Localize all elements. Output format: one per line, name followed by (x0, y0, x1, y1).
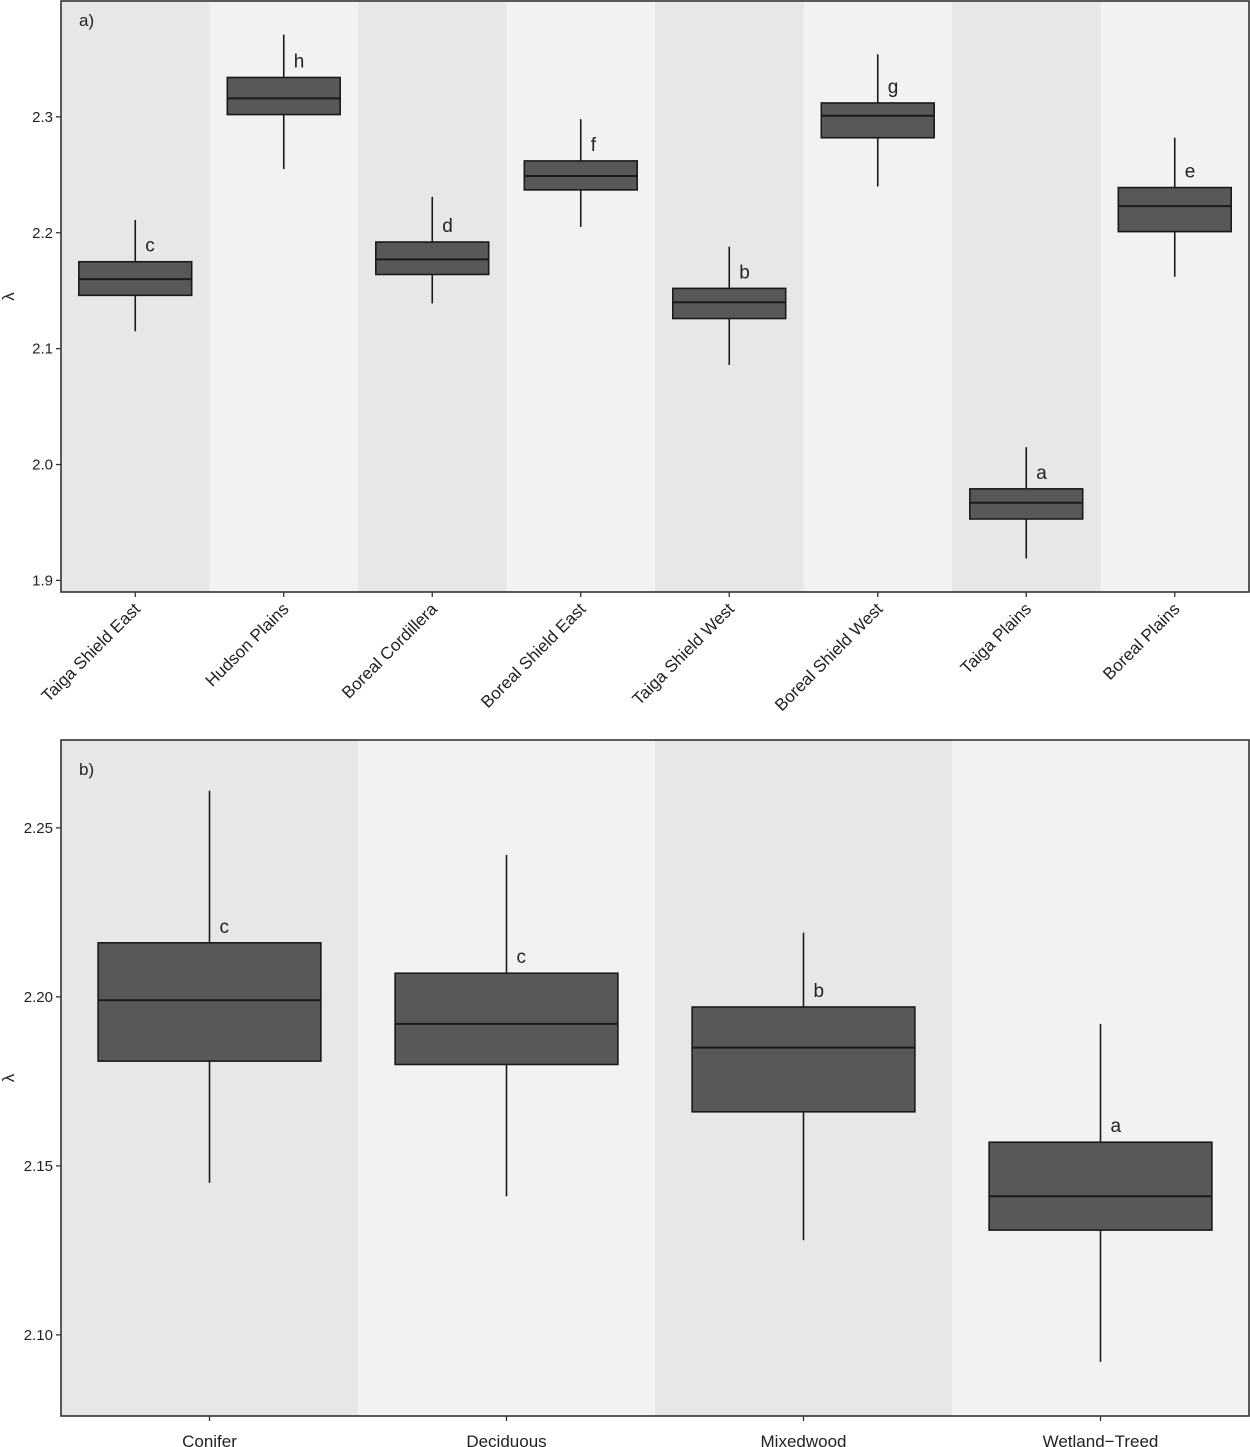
y-tick-label: 2.20 (24, 989, 53, 1006)
box-4: f (523, 119, 638, 227)
box-6: g (820, 54, 935, 187)
box-3: b (691, 932, 916, 1241)
box-body (226, 76, 341, 116)
box-2: c (394, 854, 619, 1197)
y-tick-label: 1.9 (32, 572, 53, 589)
band-4 (506, 1, 655, 592)
box-5: b (672, 246, 787, 365)
box-7: a (969, 447, 1084, 559)
group-letter: g (888, 77, 899, 98)
group-letter: f (591, 135, 597, 156)
box-1: c (78, 220, 193, 332)
y-tick-label: 2.0 (32, 457, 53, 474)
group-letter: c (145, 236, 155, 257)
box-body (691, 1006, 916, 1113)
x-category-label: Boreal Plains (1099, 599, 1183, 683)
group-letter: b (814, 981, 825, 1002)
group-letter: c (220, 917, 230, 938)
group-letter: a (1111, 1116, 1122, 1137)
box-body (394, 972, 619, 1066)
box-body (375, 241, 490, 276)
x-category-label: Hudson Plains (202, 599, 293, 690)
group-letter: a (1036, 463, 1047, 484)
group-letter: h (294, 51, 305, 72)
panel-b: b) 2.10 2.15 2.20 2.25 λ c c b a Conifer Deciduous M… (0, 739, 1250, 1447)
box-2: h (226, 34, 341, 170)
box-1: c (97, 790, 322, 1183)
y-tick-label: 2.10 (24, 1327, 53, 1344)
band-8 (1100, 1, 1249, 592)
box-3: d (375, 196, 490, 304)
box-8: e (1117, 137, 1232, 277)
box-body (1117, 186, 1232, 233)
box-4: a (988, 1023, 1213, 1362)
y-tick-label: 2.15 (24, 1158, 53, 1175)
y-tick-label: 2.3 (32, 109, 53, 126)
panel-label: b) (79, 760, 94, 779)
box-body (672, 287, 787, 320)
x-category-label: Deciduous (466, 1432, 546, 1447)
x-category-label: Taiga Shield West (629, 599, 739, 709)
panel-frame (60, 0, 1250, 593)
box-body (820, 102, 935, 139)
x-category-label: Boreal Shield West (771, 599, 887, 715)
panel-frame (60, 739, 1250, 1417)
group-letter: e (1185, 162, 1196, 183)
box-body (97, 941, 322, 1062)
box-body (988, 1141, 1213, 1231)
group-letter: b (739, 262, 750, 283)
panel-label: a) (79, 11, 94, 30)
x-category-label: Boreal Shield East (477, 599, 590, 712)
x-category-label: Wetland−Treed (1043, 1432, 1159, 1447)
y-tick-label: 2.1 (32, 341, 53, 358)
x-category-label: Conifer (182, 1432, 237, 1447)
x-category-label: Taiga Shield East (38, 599, 145, 706)
y-axis-label: λ (0, 1073, 18, 1082)
y-axis-label: λ (0, 292, 18, 301)
group-letter: c (517, 947, 527, 968)
x-category-label: Boreal Cordillera (338, 599, 441, 702)
x-category-label: Mixedwood (761, 1432, 847, 1447)
x-category-label: Taiga Plains (957, 599, 1035, 677)
group-letter: d (442, 216, 453, 237)
box-body (969, 488, 1084, 520)
panel-a: a) 1.9 2.0 2.1 2.2 2.3 λ c h d f b g a e Taiga Shield E… (0, 0, 1250, 715)
y-tick-label: 2.25 (24, 820, 53, 837)
y-tick-label: 2.2 (32, 225, 53, 242)
